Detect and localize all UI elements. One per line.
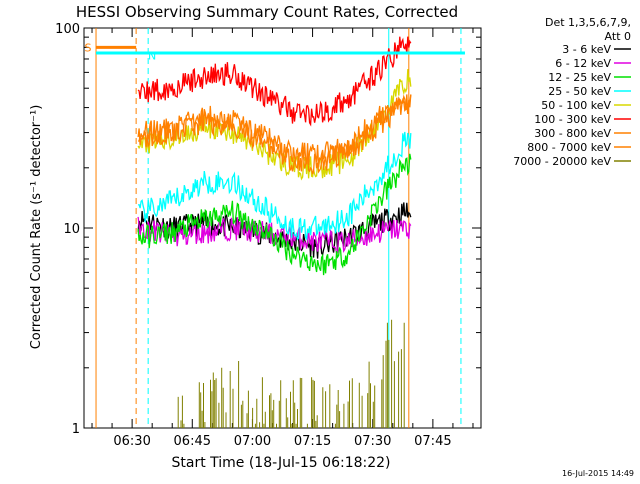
- legend-label: 3 - 6 keV: [562, 43, 611, 56]
- x-tick-label: 06:30: [113, 434, 150, 449]
- y-tick-label: 10: [63, 222, 80, 237]
- legend-label: 100 - 300 keV: [534, 113, 611, 126]
- x-tick-label: 07:00: [234, 434, 271, 449]
- x-tick-label: 06:45: [174, 434, 211, 449]
- y-tick-label: 1: [72, 422, 80, 437]
- legend-label: 800 - 7000 keV: [527, 141, 611, 154]
- legend-header: Det 1,3,5,6,7,9,: [545, 16, 631, 29]
- legend-label: 12 - 25 keV: [548, 71, 611, 84]
- x-axis-label: Start Time (18-Jul-15 06:18:22): [171, 455, 390, 471]
- legend-label: 50 - 100 keV: [541, 99, 611, 112]
- series-line: [137, 216, 412, 256]
- legend-header: Att 0: [605, 30, 631, 43]
- plot-area: 1 10 100 06:30 06:45 07:00 07:15 07:30 07:45 S N: [55, 22, 482, 449]
- series-line: [137, 36, 412, 127]
- legend-label: 300 - 800 keV: [534, 127, 611, 140]
- legend-label: 25 - 50 keV: [548, 85, 611, 98]
- y-tick-label: 100: [55, 22, 80, 37]
- series-spikes: [177, 319, 405, 428]
- x-tick-label: 07:15: [294, 434, 331, 449]
- series-line: [137, 153, 412, 276]
- annotation-label: N: [148, 49, 156, 62]
- series-line: [138, 94, 412, 167]
- chart-title: HESSI Observing Summary Count Rates, Cor…: [76, 3, 458, 21]
- y-axis-label: Corrected Count Rate (s⁻¹ detector⁻¹): [29, 105, 44, 350]
- legend-label: 6 - 12 keV: [555, 57, 611, 70]
- timestamp: 16-Jul-2015 14:49: [562, 469, 634, 478]
- x-tick-label: 07:45: [414, 434, 451, 449]
- x-tick-label: 07:30: [354, 434, 391, 449]
- legend-label: 7000 - 20000 keV: [513, 155, 611, 168]
- annotation-label: S: [85, 41, 92, 54]
- series-line: [137, 131, 412, 241]
